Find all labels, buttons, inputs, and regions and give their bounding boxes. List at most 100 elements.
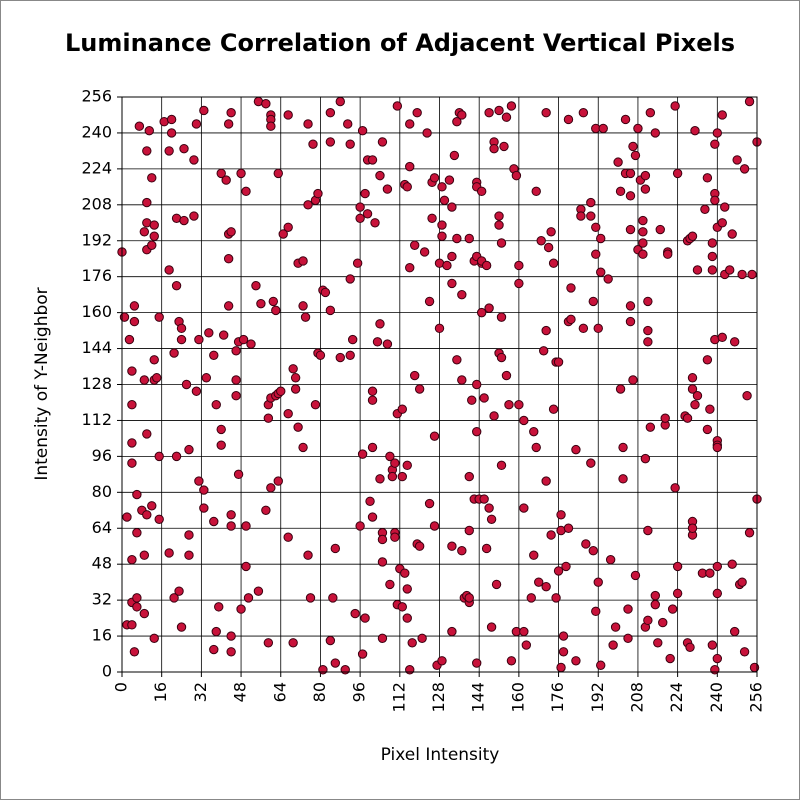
scatter-point [390, 458, 400, 468]
scatter-point [501, 112, 512, 122]
scatter-point [127, 438, 137, 448]
scatter-point [591, 606, 601, 617]
scatter-point [132, 602, 142, 612]
scatter-point [226, 510, 236, 520]
scatter-point [142, 146, 152, 156]
scatter-point [452, 355, 462, 365]
scatter-point [586, 458, 596, 468]
scatter-point [501, 370, 512, 381]
scatter-point [142, 197, 152, 208]
scatter-point [705, 404, 715, 414]
scatter-point [184, 444, 194, 455]
scatter-point [546, 530, 556, 540]
scatter-point [176, 323, 187, 334]
scatter-point [615, 384, 626, 394]
scatter-point [223, 301, 234, 311]
scatter-point [144, 125, 154, 136]
scatter-point [424, 296, 435, 307]
scatter-point [608, 640, 618, 650]
scatter-point [392, 101, 403, 111]
scatter-point [402, 460, 412, 471]
scatter-point [499, 141, 509, 152]
y-tick-label: 176 [81, 266, 112, 285]
scatter-point [645, 108, 656, 118]
scatter-point [223, 254, 234, 264]
scatter-point [439, 195, 450, 206]
scatter-point [407, 638, 417, 648]
scatter-point [489, 143, 499, 154]
scatter-point [293, 422, 303, 432]
scatter-point [328, 593, 338, 603]
scatter-point [129, 301, 140, 311]
scatter-point [310, 400, 321, 410]
scatter-point [375, 170, 385, 181]
scatter-point [434, 323, 445, 334]
scatter-point [496, 352, 507, 363]
x-tick-label: 160 [508, 682, 527, 713]
scatter-point [685, 642, 695, 652]
scatter-point [687, 523, 698, 533]
scatter-point [707, 640, 718, 650]
scatter-point [720, 202, 730, 212]
scatter-point [546, 227, 556, 237]
scatter-point [236, 168, 246, 179]
scatter-point [655, 224, 665, 235]
scatter-point [377, 633, 388, 644]
scatter-point [640, 170, 651, 181]
scatter-point [179, 143, 189, 154]
x-tick-label: 80 [310, 682, 329, 702]
scatter-point [548, 258, 559, 268]
x-tick-label: 144 [469, 682, 488, 713]
scatter-point [717, 218, 727, 228]
scatter-point [127, 620, 137, 630]
scatter-point [692, 391, 703, 401]
scatter-point [628, 375, 638, 385]
scatter-point [603, 274, 613, 284]
scatter-point [472, 658, 482, 668]
scatter-point [261, 505, 271, 515]
scatter-point [687, 231, 698, 241]
scatter-point [298, 256, 308, 266]
scatter-point [672, 588, 683, 599]
x-tick-label: 96 [350, 682, 369, 702]
scatter-point [449, 150, 460, 161]
scatter-point [566, 283, 576, 293]
scatter-point [437, 182, 447, 192]
scatter-point [360, 188, 370, 199]
scatter-point [211, 626, 221, 637]
scatter-point [643, 325, 653, 336]
scatter-point [231, 375, 241, 385]
scatter-point [134, 121, 145, 131]
scatter-point [598, 123, 608, 134]
scatter-point [149, 633, 159, 644]
scatter-point [658, 617, 668, 628]
scatter-point [576, 211, 586, 221]
points [117, 96, 762, 675]
scatter-point [139, 550, 150, 560]
scatter-point [494, 105, 504, 116]
scatter-point [541, 581, 551, 592]
scatter-point [387, 471, 398, 482]
scatter-point [271, 305, 281, 316]
scatter-point [630, 150, 641, 161]
scatter-point [142, 510, 152, 520]
x-axis-label: Pixel Intensity [381, 745, 500, 765]
scatter-point [643, 615, 653, 626]
scatter-point [610, 622, 621, 632]
scatter-point [447, 541, 457, 551]
scatter-point [400, 568, 410, 578]
scatter-point [315, 350, 326, 361]
scatter-point [283, 532, 293, 542]
scatter-point [226, 108, 236, 118]
scatter-point [382, 184, 393, 194]
scatter-point [181, 379, 192, 390]
scatter-point [690, 125, 700, 136]
scatter-point [419, 247, 430, 257]
scatter-point [194, 334, 204, 345]
scatter-point [531, 186, 541, 197]
scatter-point [124, 334, 135, 345]
scatter-point [139, 227, 150, 237]
scatter-point [343, 119, 353, 129]
scatter-point [705, 568, 715, 578]
scatter-point [372, 337, 383, 347]
